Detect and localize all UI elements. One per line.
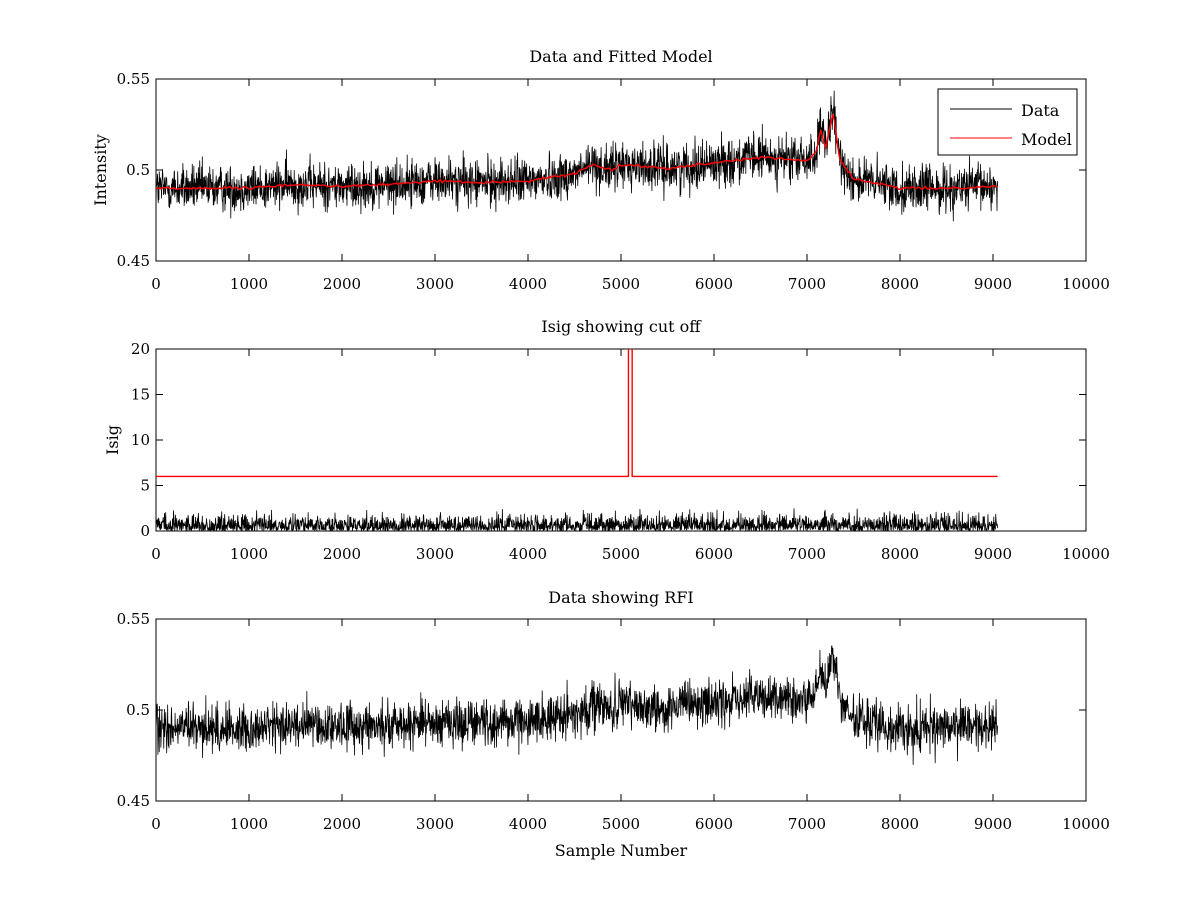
x-tick-label: 7000: [788, 815, 826, 833]
y-tick-label: 0.55: [117, 70, 150, 88]
x-tick-label: 3000: [416, 815, 454, 833]
x-tick-label: 8000: [881, 275, 919, 293]
x-tick-label: 10000: [1062, 545, 1110, 563]
y-tick-label: 20: [131, 340, 150, 358]
y-tick-label: 0: [140, 522, 150, 540]
x-tick-label: 0: [151, 275, 161, 293]
plot-area: 0 1000 2000 3000 4000 5000 6000 7000 8000 9000 100…: [117, 610, 1110, 833]
x-tick-label: 3000: [416, 275, 454, 293]
y-tick-label: 0.45: [117, 792, 150, 810]
x-tick-label: 7000: [788, 275, 826, 293]
x-tick-label: 4000: [509, 815, 547, 833]
series-line-cut-off: [156, 349, 998, 478]
subplot-data-showing-rfi: Data showing RFI Sample Number 0 1000 2000…: [117, 588, 1110, 860]
x-tick-label: 9000: [974, 275, 1012, 293]
x-tick-label: 1000: [230, 545, 268, 563]
x-tick-label: 4000: [509, 545, 547, 563]
x-tick-label: 2000: [323, 545, 361, 563]
series-group: [156, 90, 999, 222]
x-tick-label: 2000: [323, 815, 361, 833]
subplot-title: Isig showing cut off: [541, 317, 702, 336]
y-tick-label: 15: [131, 386, 150, 404]
y-axis-label: Isig: [103, 425, 122, 455]
x-tick-label: 8000: [881, 815, 919, 833]
plot-area: 0 1000 2000 3000 4000 5000 6000 7000 8000 9000 100…: [117, 70, 1110, 293]
x-tick-label: 5000: [602, 275, 640, 293]
y-tick-label: 0.5: [126, 701, 150, 719]
x-tick-label: 5000: [602, 545, 640, 563]
series-line-isig: [156, 508, 999, 531]
y-tick-label: 0.5: [126, 161, 150, 179]
y-tick-label: 0.55: [117, 610, 150, 628]
x-tick-label: 0: [151, 545, 161, 563]
x-tick-label: 9000: [974, 815, 1012, 833]
x-tick-label: 6000: [695, 815, 733, 833]
x-tick-label: 3000: [416, 545, 454, 563]
legend-box: [937, 88, 1078, 156]
series-line-model: [156, 113, 999, 191]
x-tick-label: 1000: [230, 275, 268, 293]
x-tick-label: 6000: [695, 545, 733, 563]
y-tick-label: 5: [140, 477, 150, 495]
legend-label-data: Data: [1021, 101, 1060, 120]
x-tick-label: 6000: [695, 275, 733, 293]
y-tick-label: 0.45: [117, 252, 150, 270]
plot-area: 0 1000 2000 3000 4000 5000 6000 7000 8000 9000 100…: [131, 340, 1110, 563]
series-group: [156, 645, 999, 766]
x-tick-label: 2000: [323, 275, 361, 293]
x-tick-label: 10000: [1062, 815, 1110, 833]
series-line-data: [156, 90, 999, 222]
x-tick-label: 5000: [602, 815, 640, 833]
legend: Data Model: [937, 88, 1078, 156]
y-tick-label: 10: [131, 431, 150, 449]
x-tick-label: 10000: [1062, 275, 1110, 293]
x-axis-label: Sample Number: [555, 841, 688, 860]
subplot-data-and-fitted-model: Data and Fitted Model Intensity 0 1000 200…: [91, 47, 1110, 293]
y-axis-label: Intensity: [91, 134, 110, 206]
x-tick-label: 1000: [230, 815, 268, 833]
series-group: [156, 349, 999, 531]
subplot-isig-showing-cut-off: Isig showing cut off Isig 0 1000 2000 3000 4…: [103, 317, 1110, 563]
subplot-title: Data showing RFI: [548, 588, 693, 607]
series-line-data: [156, 645, 999, 766]
x-tick-label: 4000: [509, 275, 547, 293]
legend-label-model: Model: [1021, 130, 1072, 149]
x-tick-label: 8000: [881, 545, 919, 563]
x-tick-label: 9000: [974, 545, 1012, 563]
x-tick-label: 0: [151, 815, 161, 833]
subplot-title: Data and Fitted Model: [529, 47, 712, 66]
x-tick-label: 7000: [788, 545, 826, 563]
